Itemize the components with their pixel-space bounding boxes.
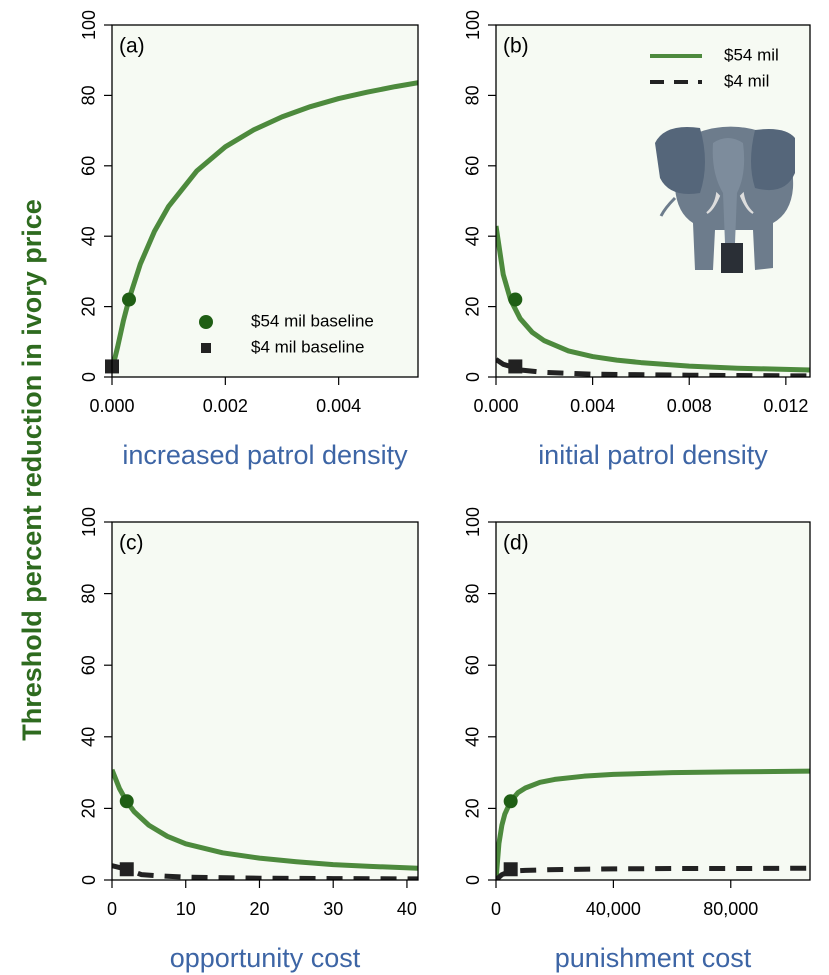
y-tick-label: 100 [463, 507, 483, 537]
y-tick-label: 80 [79, 584, 99, 604]
panel: 0 20 40 60 80 100 0 10 20 30 40 (c) opportunity cost [79, 507, 419, 973]
plot-background [112, 522, 418, 880]
y-tick-label: 80 [463, 584, 483, 604]
panel-label: (c) [119, 532, 144, 555]
panel: 0 20 40 60 80 100 0 40,000 80,000 (d) punishment c… [463, 507, 811, 973]
plot-background [112, 25, 418, 377]
curve [112, 80, 418, 371]
x-axis-label: opportunity cost [170, 943, 361, 973]
x-tick-label: 0.004 [316, 396, 361, 416]
x-tick-label: 40 [397, 899, 417, 919]
x-tick-label: 0 [491, 899, 501, 919]
y-tick-label: 40 [79, 727, 99, 747]
x-tick-label: 0.008 [667, 396, 712, 416]
y-tick-label: 80 [79, 85, 99, 105]
baseline-point [503, 862, 518, 877]
y-tick-label: 60 [463, 156, 483, 176]
y-tick-label: 60 [79, 655, 99, 675]
x-tick-label: 80,000 [703, 899, 758, 919]
y-tick-label: 0 [463, 875, 483, 885]
plot-frame [111, 24, 419, 378]
baseline-point [508, 359, 523, 374]
x-tick-label: 0.000 [473, 396, 518, 416]
y-tick-label: 0 [79, 875, 99, 885]
y-tick-label: 40 [463, 727, 483, 747]
y-tick-label: 0 [79, 372, 99, 382]
x-axis-label: increased patrol density [122, 440, 408, 470]
elephant-illustration [655, 126, 795, 273]
legend-swatch [201, 343, 211, 353]
y-tick-label: 20 [463, 798, 483, 818]
legend-label: $4 mil baseline [251, 337, 364, 356]
legend-entry: $4 mil baseline [201, 337, 364, 356]
x-axis-label: initial patrol density [538, 440, 768, 470]
legend-entry: $54 mil [650, 45, 779, 64]
y-tick-label: 40 [79, 226, 99, 246]
x-tick-label: 30 [323, 899, 343, 919]
baseline-point [503, 794, 518, 809]
legend-label: $4 mil [724, 71, 769, 90]
x-tick-label: 20 [249, 899, 269, 919]
legend-label: $54 mil [724, 45, 779, 64]
baseline-point [119, 862, 134, 877]
legend-entry: $54 mil baseline [199, 311, 374, 330]
y-tick-label: 60 [79, 156, 99, 176]
baseline-point [508, 292, 523, 307]
panel-label: (b) [503, 35, 529, 58]
legend-label: $54 mil baseline [251, 311, 374, 330]
panel: 0 20 40 60 80 100 0.000 0.002 0.004 (a) increased … [79, 10, 419, 470]
y-tick-label: 20 [463, 297, 483, 317]
dashed-line [112, 863, 418, 880]
panel-label: (d) [503, 532, 529, 555]
x-tick-label: 10 [176, 899, 196, 919]
x-tick-label: 0.012 [763, 396, 808, 416]
legend-swatch [199, 315, 213, 329]
y-tick-label: 100 [79, 10, 99, 40]
x-tick-label: 0.002 [203, 396, 248, 416]
x-tick-label: 40,000 [586, 899, 641, 919]
y-tick-label: 20 [79, 798, 99, 818]
y-tick-label: 80 [463, 85, 483, 105]
baseline-point [119, 794, 134, 809]
panel-label: (a) [119, 35, 145, 58]
legend-entry: $4 mil [650, 71, 769, 90]
lines [112, 80, 418, 371]
y-axis-label: Threshold percent reduction in ivory pri… [17, 199, 47, 741]
x-axis-label: punishment cost [555, 943, 752, 973]
baseline-point [122, 292, 136, 307]
y-tick-label: 100 [79, 507, 99, 537]
x-tick-label: 0.000 [89, 396, 134, 416]
y-tick-label: 0 [463, 372, 483, 382]
plot-frame [495, 521, 811, 881]
y-tick-label: 100 [463, 10, 483, 40]
plot-frame [111, 521, 419, 881]
plot-frame [495, 24, 811, 378]
x-tick-label: 0 [107, 899, 117, 919]
plot-background [496, 522, 810, 880]
y-tick-label: 60 [463, 655, 483, 675]
y-tick-label: 20 [79, 297, 99, 317]
dashed-line [496, 357, 810, 377]
y-tick-label: 40 [463, 226, 483, 246]
x-tick-label: 0.004 [570, 396, 615, 416]
curve [496, 768, 810, 880]
